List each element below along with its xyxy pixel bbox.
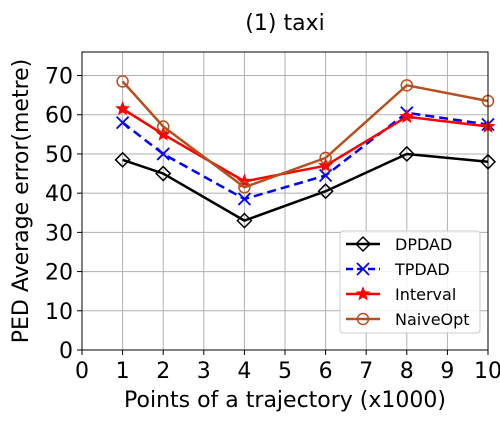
data-point: [155, 165, 172, 182]
x-tick-label: 7: [359, 359, 373, 384]
x-tick-label: 3: [197, 359, 211, 384]
y-axis-label: PED Average error(metre): [9, 59, 34, 344]
data-point: [155, 126, 171, 141]
x-tick-label: 8: [400, 359, 414, 384]
y-tick-label: 40: [45, 182, 73, 207]
legend: DPDAD TPDAD Interval NaiveOpt: [339, 230, 481, 334]
y-tick-label: 10: [45, 300, 73, 325]
x-tick-label: 10: [474, 359, 500, 384]
x-tick-label: 9: [440, 359, 454, 384]
x-tick-label: 5: [278, 359, 292, 384]
data-point: [116, 75, 129, 88]
legend-box: [339, 230, 481, 334]
x-tick-label: 4: [237, 359, 251, 384]
legend-item: TPDAD: [346, 260, 450, 279]
legend-label: NaiveOpt: [395, 310, 470, 329]
data-point: [317, 183, 334, 200]
x-tick-label: 2: [156, 359, 170, 384]
legend-label: DPDAD: [395, 235, 452, 254]
series-line: [121, 80, 489, 189]
data-point: [238, 181, 251, 194]
data-point: [114, 151, 131, 168]
series-layer: [114, 75, 497, 229]
data-point: [236, 212, 253, 229]
y-tick-label: 20: [45, 261, 73, 286]
legend-item: DPDAD: [346, 235, 452, 254]
y-tick-label: 30: [45, 221, 73, 246]
data-point: [115, 100, 131, 116]
data-point: [398, 145, 415, 163]
series-tpdad: [115, 106, 495, 206]
data-point: [318, 157, 334, 173]
legend-marker: [356, 262, 370, 276]
series-dpdad: [114, 145, 497, 229]
x-tick-label: 0: [75, 359, 89, 384]
series-line: [122, 152, 489, 222]
data-point: [115, 115, 130, 130]
legend-item: NaiveOpt: [346, 310, 470, 329]
x-axis-label: Points of a trajectory (x1000): [124, 388, 446, 413]
tick-layer: 0 1 2 3 4 5 6 7 8 9 10 0 10 20 30 40 50 60 70: [45, 65, 500, 384]
legend-marker: [354, 235, 372, 253]
legend-item: Interval: [346, 285, 456, 304]
y-tick-label: 70: [45, 65, 73, 90]
series-line: [121, 111, 489, 201]
y-tick-label: 0: [59, 339, 73, 364]
x-tick-label: 6: [319, 359, 333, 384]
data-point: [319, 151, 332, 165]
y-tick-label: 60: [45, 104, 73, 129]
legend-marker: [356, 312, 370, 326]
data-point: [156, 120, 170, 133]
data-point: [237, 192, 252, 206]
legend-marker: [355, 286, 371, 301]
legend-label: Interval: [395, 285, 456, 304]
series-naiveopt: [116, 75, 495, 194]
data-point: [156, 147, 170, 161]
y-tick-label: 50: [45, 143, 73, 168]
x-tick-label: 1: [116, 359, 130, 384]
legend-label: TPDAD: [394, 260, 450, 279]
data-point: [236, 173, 252, 188]
data-point: [400, 79, 414, 92]
series-line: [121, 107, 489, 183]
data-point: [399, 108, 415, 124]
chart-title: (1) taxi: [245, 11, 324, 36]
